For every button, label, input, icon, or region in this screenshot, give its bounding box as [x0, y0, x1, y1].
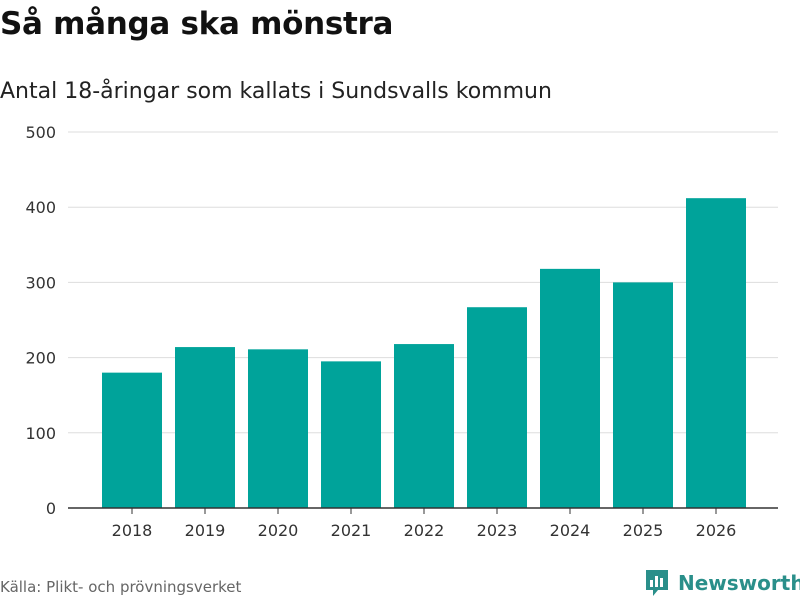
source-note: Källa: Plikt- och prövningsverket [0, 578, 242, 596]
x-tick-label: 2023 [477, 521, 518, 540]
axes: 0 100 200 300 400 500 2018 2019 2020 2021 2022 2023… [25, 123, 778, 540]
newsworthy-logo-icon [646, 570, 668, 596]
bar-2023 [467, 307, 527, 508]
chart-title: Så många ska mönstra [0, 6, 394, 42]
bar-2019 [175, 347, 235, 508]
x-tick-label: 2026 [696, 521, 737, 540]
bar-2025 [613, 282, 673, 508]
bar-2021 [321, 361, 381, 508]
bars [102, 198, 746, 508]
x-tick-label: 2020 [258, 521, 299, 540]
bar-2018 [102, 372, 162, 508]
y-tick-label: 0 [46, 499, 56, 518]
bar-2020 [248, 349, 308, 508]
newsworthy-logo: Newsworthy [644, 568, 800, 598]
x-tick-label: 2018 [112, 521, 153, 540]
y-tick-label: 100 [25, 424, 56, 443]
chart-subtitle: Antal 18-åringar som kallats i Sundsvall… [0, 79, 552, 104]
y-tick-label: 300 [25, 273, 56, 292]
bar-2024 [540, 268, 600, 508]
y-tick-label: 400 [25, 198, 56, 217]
bar-chart: 0 100 200 300 400 500 2018 2019 2020 2021 2022 2023… [25, 123, 778, 540]
x-tick-label: 2022 [404, 521, 445, 540]
brand-name: Newsworthy [678, 571, 800, 595]
bar-2026 [686, 198, 746, 508]
y-tick-label: 500 [25, 123, 56, 142]
x-tick-label: 2024 [550, 521, 591, 540]
y-tick-label: 200 [25, 349, 56, 368]
x-tick-label: 2025 [623, 521, 664, 540]
bar-2022 [394, 344, 454, 508]
x-tick-label: 2021 [331, 521, 372, 540]
x-tick-label: 2019 [185, 521, 226, 540]
